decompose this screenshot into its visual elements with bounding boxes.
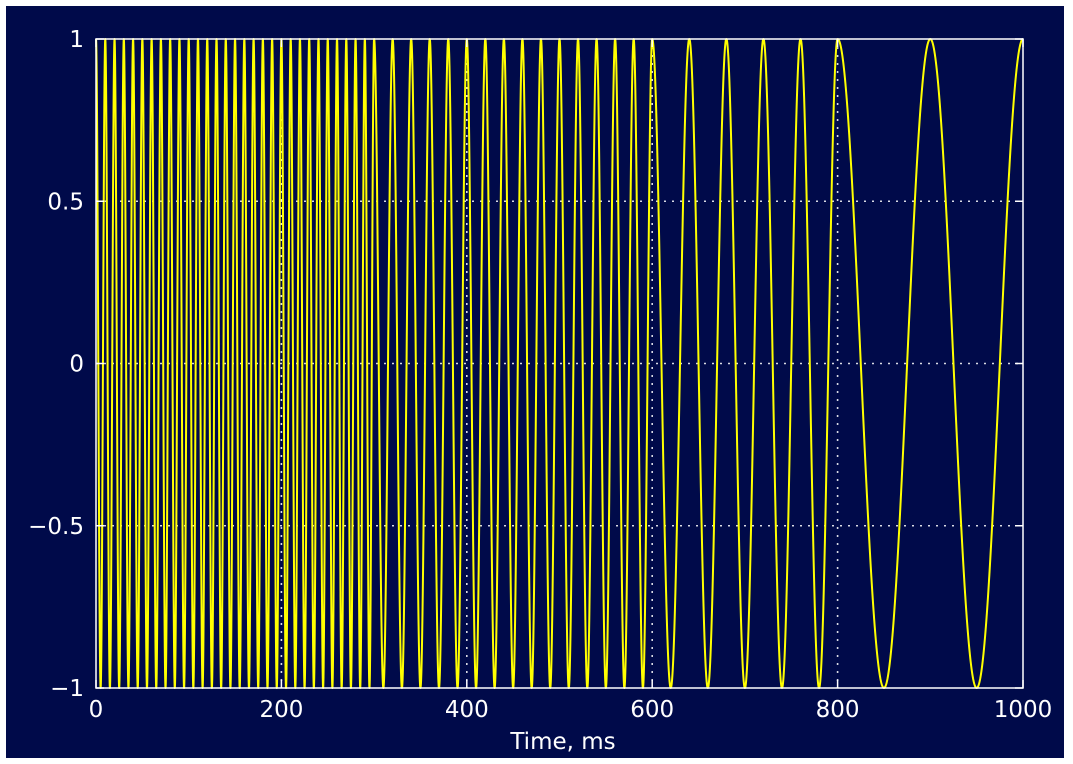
y-tick-label: 0.5: [47, 189, 84, 215]
x-tick-label: 800: [816, 697, 860, 723]
series-line-0: [95, 38, 1024, 689]
plot-border: [95, 38, 1024, 689]
x-tick-label: 1000: [994, 697, 1053, 723]
series-layer: [95, 38, 1024, 689]
x-tick-label: 400: [445, 697, 489, 723]
grid-lines: [96, 39, 1023, 688]
y-tick-label: −0.5: [28, 514, 84, 540]
axes: [95, 38, 1024, 689]
waveform-chart: 0 200 400 600 800 1000 1 0.5 0 −0.5 −1 Time, ms: [28, 27, 1052, 755]
x-tick-label: 600: [630, 697, 674, 723]
y-tick-label: 1: [69, 27, 84, 53]
x-tick-label: 0: [89, 697, 104, 723]
y-tick-label: −1: [50, 676, 84, 702]
chart-frame: 0 200 400 600 800 1000 1 0.5 0 −0.5 −1 Time, ms: [6, 6, 1064, 758]
x-tick-label: 200: [259, 697, 303, 723]
tick-labels: 0 200 400 600 800 1000 1 0.5 0 −0.5 −1: [28, 27, 1052, 723]
y-tick-label: 0: [69, 352, 84, 378]
x-axis-label: Time, ms: [509, 729, 615, 755]
